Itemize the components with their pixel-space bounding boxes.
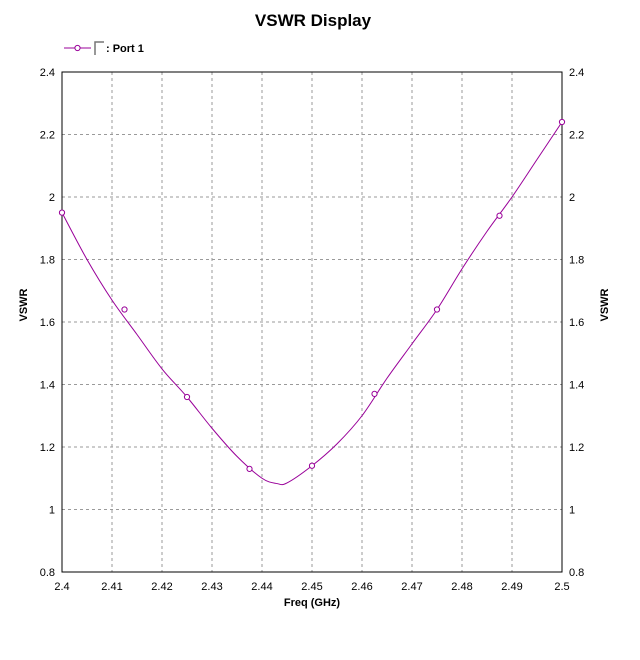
plot-frame bbox=[61, 71, 563, 573]
y-tick-label-right: 1.4 bbox=[569, 380, 584, 392]
series-line-port-1 bbox=[61, 121, 563, 486]
x-tick-label: 2.42 bbox=[151, 581, 172, 593]
y-tick-label-right: 0.8 bbox=[569, 567, 584, 579]
y-tick-label-left: 1 bbox=[49, 505, 55, 517]
x-tick-label: 2.43 bbox=[201, 581, 222, 593]
y-tick-label-left: 0.8 bbox=[40, 567, 55, 579]
y-axis-label-right: VSWR bbox=[599, 288, 611, 321]
x-tick-label: 2.46 bbox=[351, 581, 372, 593]
x-tick-label: 2.4 bbox=[54, 581, 69, 593]
series-marker bbox=[433, 306, 441, 313]
x-tick-label: 2.5 bbox=[554, 581, 569, 593]
grid bbox=[62, 72, 562, 572]
series-marker bbox=[246, 465, 253, 472]
y-tick-labels: 0.8 0.8 1 1 1.2 1.2 1.4 1.4 1.6 1.6 1.8 1.8 2 2 2.2 2.2… bbox=[40, 67, 585, 579]
legend-marker bbox=[74, 44, 81, 52]
legend: : Port 1 bbox=[64, 41, 144, 55]
y-tick-label-right: 1.8 bbox=[569, 255, 584, 267]
y-tick-label-left: 1.2 bbox=[40, 442, 55, 454]
chart-title: VSWR Display bbox=[255, 11, 372, 30]
y-tick-label-left: 2 bbox=[49, 192, 55, 204]
series-marker bbox=[121, 306, 128, 313]
x-tick-label: 2.47 bbox=[401, 581, 422, 593]
x-tick-labels: 2.4 2.41 2.42 2.43 2.44 2.45 2.46 2.47 2.48 2.49 2… bbox=[54, 581, 569, 593]
series-marker bbox=[183, 393, 191, 401]
y-tick-label-right: 1.2 bbox=[569, 442, 584, 454]
y-tick-label-left: 1.6 bbox=[40, 317, 55, 329]
x-tick-label: 2.41 bbox=[101, 581, 122, 593]
series-marker bbox=[371, 390, 378, 397]
x-tick-label: 2.48 bbox=[451, 581, 472, 593]
series-marker bbox=[496, 212, 503, 219]
y-tick-label-right: 2.4 bbox=[569, 67, 584, 79]
y-tick-label-left: 2.2 bbox=[40, 130, 55, 142]
legend-label: : Port 1 bbox=[106, 43, 144, 55]
y-axis-label-left: VSWR bbox=[18, 288, 30, 321]
series-marker bbox=[58, 209, 66, 216]
x-tick-label: 2.45 bbox=[301, 581, 322, 593]
y-tick-label-right: 2.2 bbox=[569, 130, 584, 142]
series-markers bbox=[58, 118, 566, 472]
y-tick-label-left: 1.8 bbox=[40, 255, 55, 267]
x-axis-label: Freq (GHz) bbox=[284, 597, 341, 609]
y-tick-label-right: 2 bbox=[569, 192, 575, 204]
series-marker bbox=[558, 118, 566, 126]
series-marker bbox=[308, 462, 316, 469]
y-tick-label-right: 1.6 bbox=[569, 317, 584, 329]
y-tick-label-left: 1.4 bbox=[40, 380, 55, 392]
y-tick-label-right: 1 bbox=[569, 505, 575, 517]
x-tick-label: 2.44 bbox=[251, 581, 272, 593]
y-tick-label-left: 2.4 bbox=[40, 67, 55, 79]
x-tick-label: 2.49 bbox=[501, 581, 522, 593]
legend-port-icon bbox=[94, 41, 104, 55]
